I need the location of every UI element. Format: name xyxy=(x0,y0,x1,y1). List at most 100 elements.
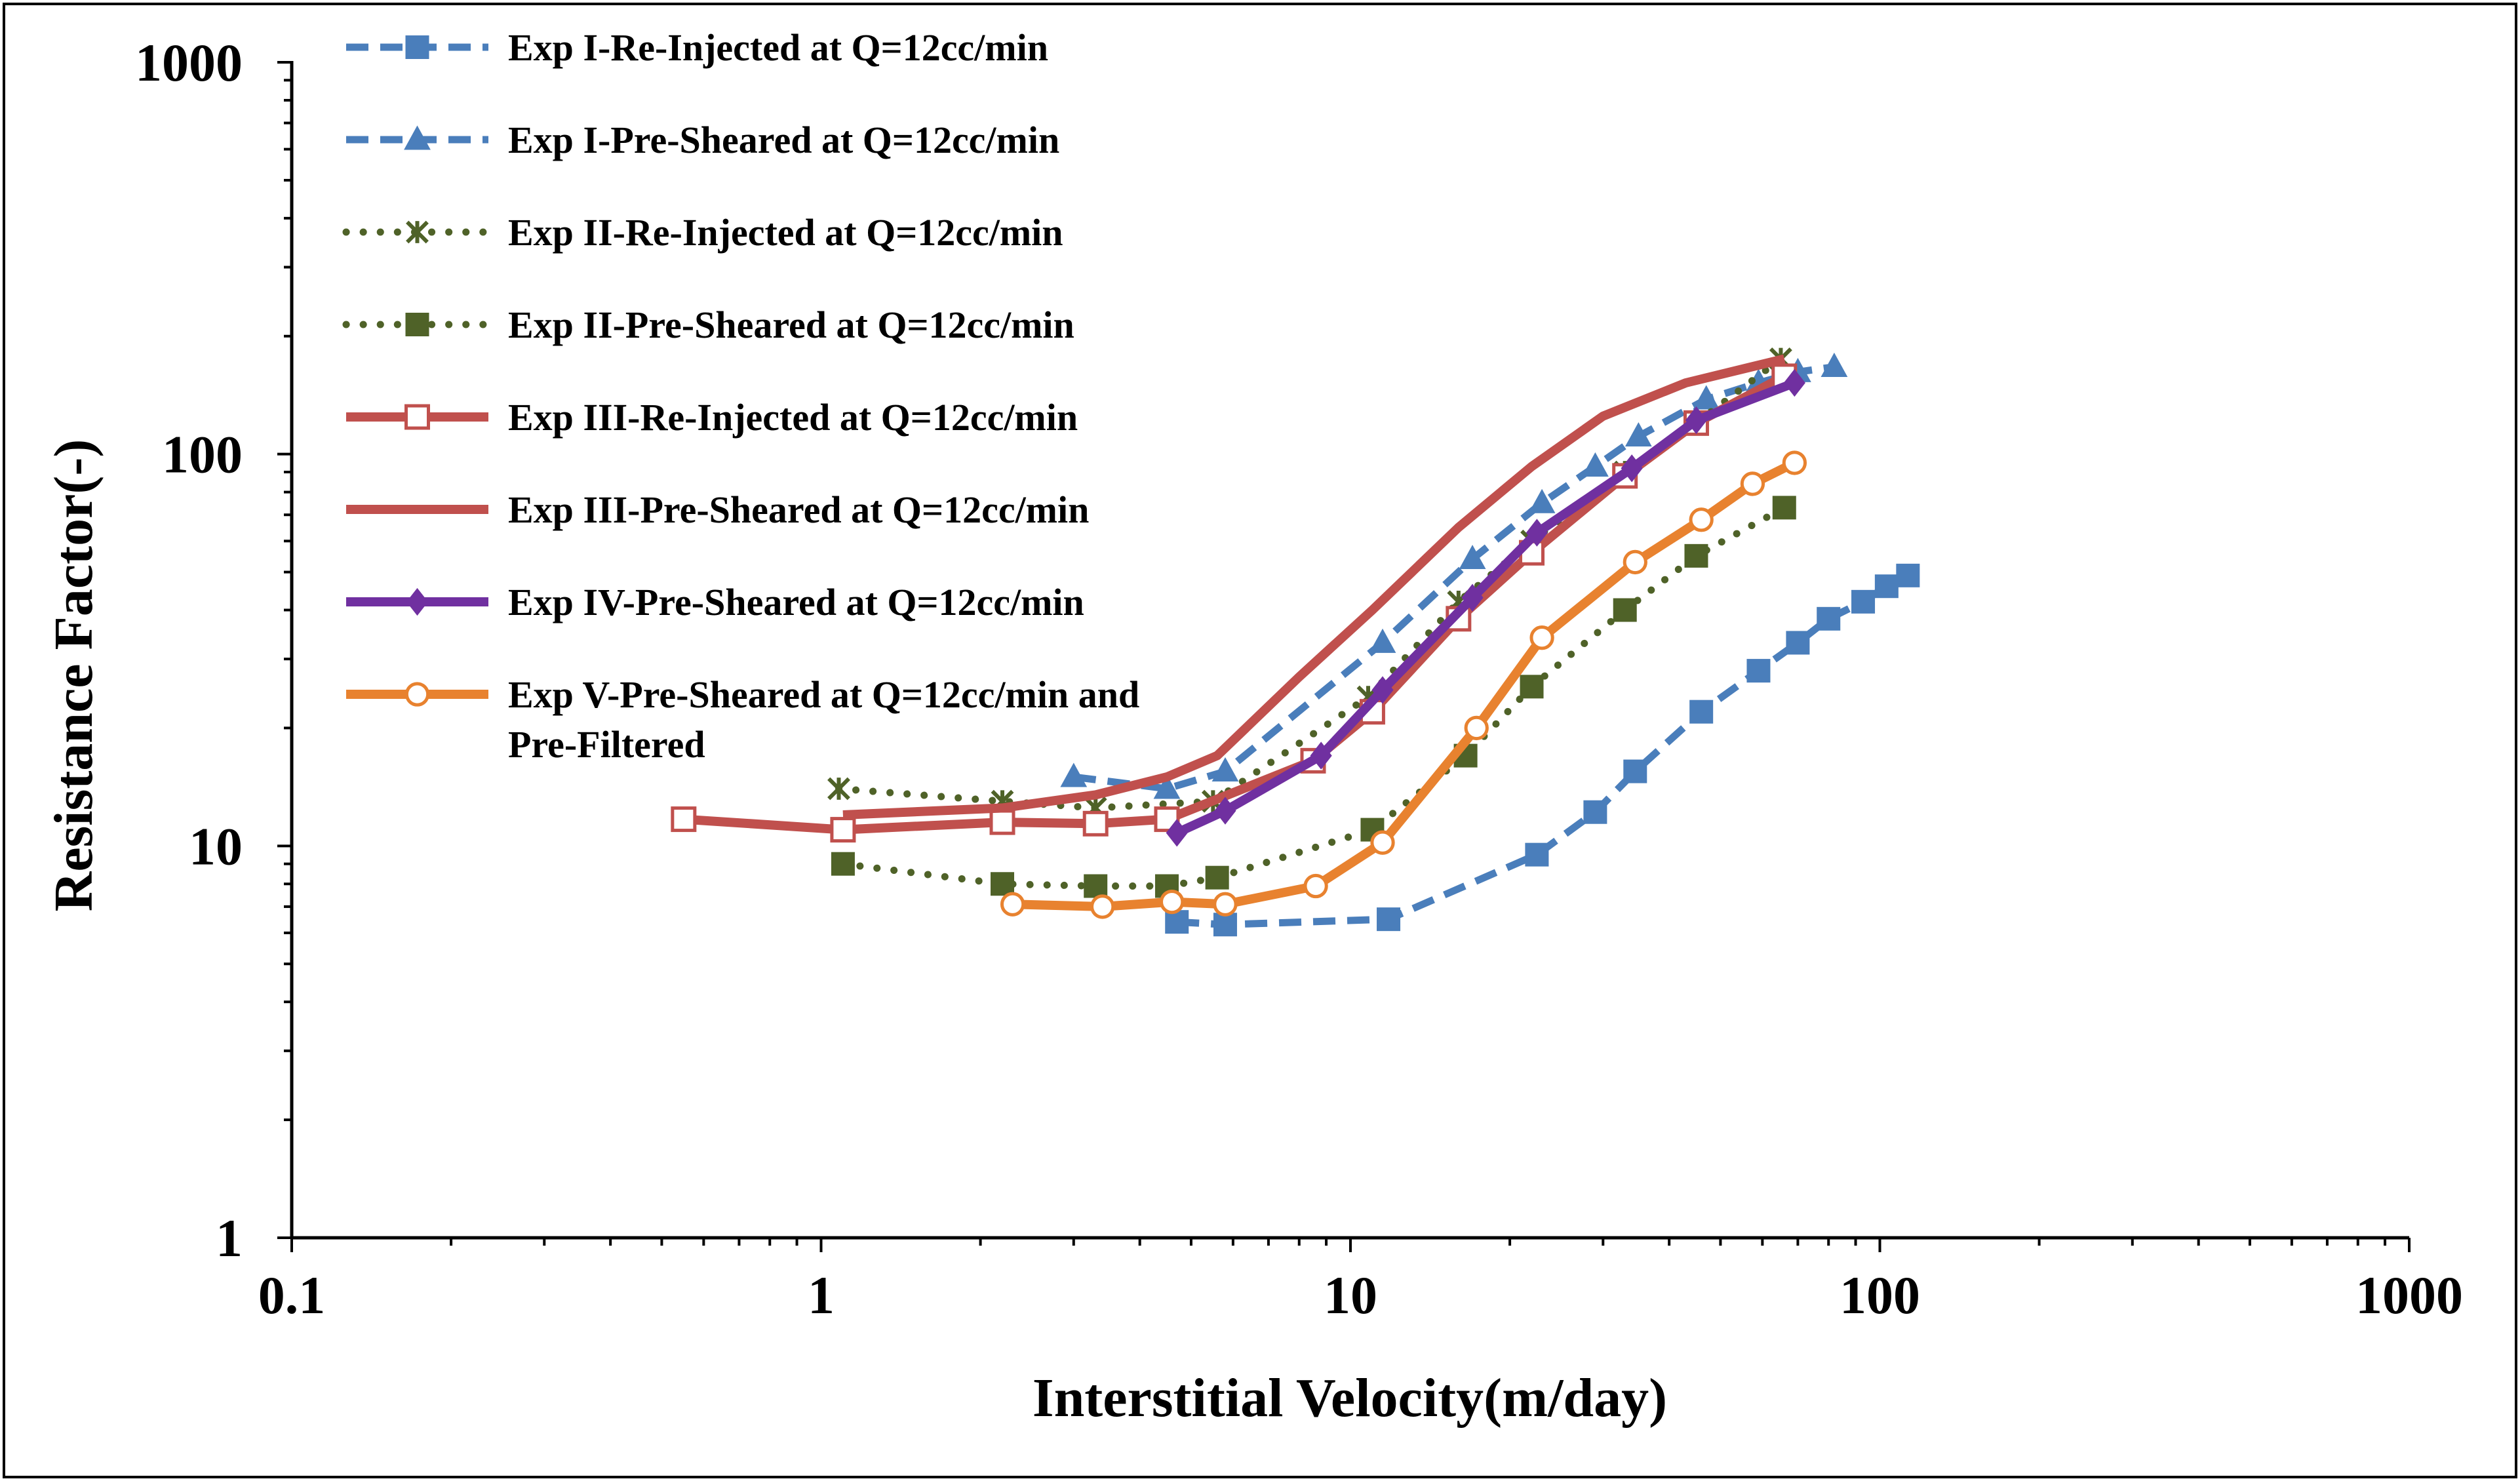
y-tick-label: 10 xyxy=(189,816,243,876)
legend-entry: Exp II-Pre-Sheared at Q=12cc/min xyxy=(342,304,1074,346)
x-tick-label: 10 xyxy=(1324,1265,1377,1325)
legend-label: Exp III-Re-Injected at Q=12cc/min xyxy=(508,396,1078,439)
x-tick-label: 1 xyxy=(808,1265,835,1325)
data-point xyxy=(1000,892,1025,917)
data-point xyxy=(1082,810,1109,837)
series-group xyxy=(1000,450,1807,919)
legend-swatch-marker xyxy=(405,35,429,59)
series-group xyxy=(842,354,1786,819)
legend-entry: Exp III-Pre-Sheared at Q=12cc/min xyxy=(346,488,1089,531)
data-point xyxy=(1782,450,1807,475)
data-point xyxy=(1689,700,1714,724)
legend-entry: Exp V-Pre-Sheared at Q=12cc/min and Pre-F… xyxy=(346,673,1139,766)
legend-label: Pre-Filtered xyxy=(508,723,705,766)
legend-label: Exp II-Pre-Sheared at Q=12cc/min xyxy=(508,304,1074,346)
data-point xyxy=(831,852,855,876)
data-point xyxy=(1371,676,1394,704)
data-point xyxy=(1624,422,1652,447)
legend-swatch-marker xyxy=(404,682,430,707)
data-point xyxy=(1211,757,1239,782)
data-point xyxy=(671,806,697,833)
data-point xyxy=(1621,454,1643,483)
data-point xyxy=(830,817,856,843)
data-point xyxy=(1377,907,1401,932)
data-point xyxy=(1461,583,1484,612)
data-point xyxy=(1613,598,1637,622)
series-line xyxy=(839,504,1788,890)
x-tick-label: 0.1 xyxy=(258,1265,326,1325)
data-point xyxy=(1851,589,1876,614)
data-point xyxy=(1685,406,1708,435)
data-point xyxy=(1213,892,1238,917)
series-line xyxy=(842,354,1786,819)
x-tick-label: 1000 xyxy=(2355,1265,2463,1325)
data-point xyxy=(1821,352,1848,378)
legend-label: Exp III-Pre-Sheared at Q=12cc/min xyxy=(508,488,1089,531)
data-point xyxy=(1786,631,1810,655)
data-point xyxy=(1370,830,1395,855)
data-point xyxy=(1525,842,1549,867)
legend-label: Exp V-Pre-Sheared at Q=12cc/min and xyxy=(508,673,1139,716)
data-point xyxy=(1153,774,1181,799)
series-group xyxy=(1165,563,1920,937)
axis-labels: Interstitial Velocity(m/day) Resistance … xyxy=(43,439,1667,1429)
y-tick-label: 1000 xyxy=(135,33,243,92)
data-point xyxy=(1084,874,1108,898)
legend-entry: Exp III-Re-Injected at Q=12cc/min xyxy=(346,396,1078,439)
data-point xyxy=(1684,543,1708,568)
data-point xyxy=(1746,659,1771,683)
legend-label: Exp II-Re-Injected at Q=12cc/min xyxy=(508,211,1063,254)
data-point xyxy=(1369,628,1396,653)
y-tick-label: 100 xyxy=(162,425,243,484)
legend-entry: Exp I-Re-Injected at Q=12cc/min xyxy=(346,26,1048,69)
data-point xyxy=(1160,889,1185,915)
data-point xyxy=(1528,488,1556,513)
legend-swatch-marker xyxy=(406,587,429,616)
data-point xyxy=(1526,519,1548,547)
data-point xyxy=(1090,894,1115,919)
x-tick-label: 100 xyxy=(1840,1265,1920,1325)
data-point xyxy=(1205,865,1229,890)
legend-swatch-marker xyxy=(404,125,431,150)
data-point xyxy=(1623,759,1647,783)
legend-entry: Exp IV-Pre-Sheared at Q=12cc/min xyxy=(346,581,1084,623)
data-point xyxy=(991,872,1015,896)
data-point xyxy=(1213,913,1237,937)
data-point xyxy=(1060,762,1088,787)
data-point xyxy=(1529,625,1554,650)
chart-frame xyxy=(3,3,2517,1478)
data-point xyxy=(1165,910,1189,934)
legend-label: Exp I-Pre-Sheared at Q=12cc/min xyxy=(508,119,1059,161)
data-point xyxy=(1166,819,1188,847)
data-point xyxy=(1896,563,1920,587)
legend-label: Exp IV-Pre-Sheared at Q=12cc/min xyxy=(508,581,1084,623)
x-axis-title: Interstitial Velocity(m/day) xyxy=(1033,1368,1667,1429)
y-tick-label: 1 xyxy=(216,1208,243,1268)
data-point xyxy=(1874,574,1899,599)
data-point xyxy=(1303,873,1328,899)
data-point xyxy=(1772,496,1796,520)
data-point xyxy=(1783,368,1805,397)
data-point xyxy=(827,777,850,800)
data-point xyxy=(1464,715,1489,741)
legend: Exp I-Re-Injected at Q=12cc/min Exp I-Pre… xyxy=(342,26,1139,766)
legend-label: Exp I-Re-Injected at Q=12cc/min xyxy=(508,26,1048,69)
data-point xyxy=(1581,452,1609,477)
legend-swatch-marker xyxy=(405,313,429,336)
data-point xyxy=(1693,385,1720,410)
data-point xyxy=(1310,741,1332,770)
data-point xyxy=(1459,544,1486,570)
data-point xyxy=(989,809,1015,835)
legend-entry: Exp I-Pre-Sheared at Q=12cc/min xyxy=(346,119,1059,161)
legend-swatch-marker xyxy=(406,220,429,244)
series-group xyxy=(1166,368,1805,847)
data-point xyxy=(1583,800,1607,824)
series-group xyxy=(831,496,1796,898)
series-layer xyxy=(671,347,1920,937)
data-point xyxy=(1740,471,1765,496)
data-point xyxy=(1520,675,1544,699)
data-point xyxy=(1817,606,1841,631)
y-axis-title: Resistance Factor(-) xyxy=(43,439,104,912)
